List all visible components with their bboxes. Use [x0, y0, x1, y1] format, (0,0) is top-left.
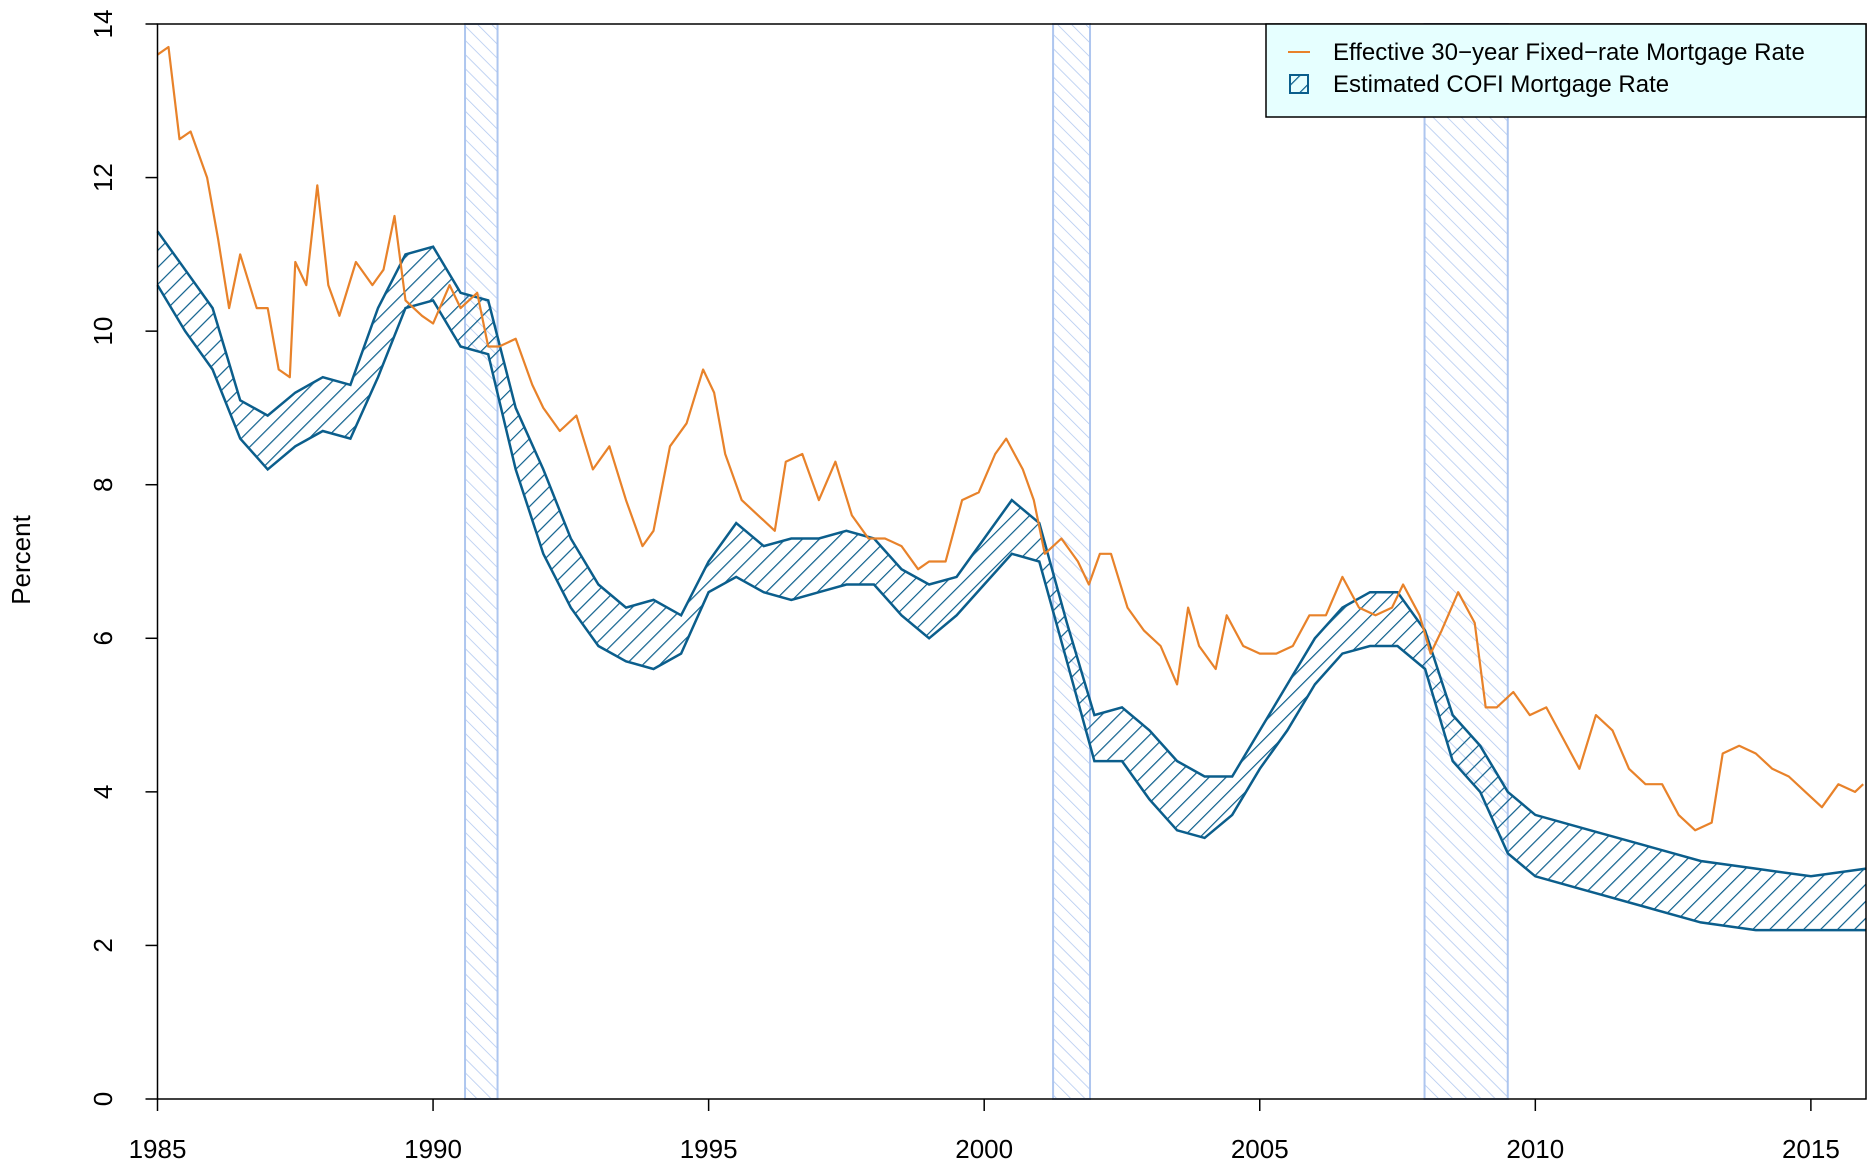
- y-tick-label: 8: [88, 477, 118, 491]
- y-tick-label: 6: [88, 631, 118, 645]
- y-tick-label: 14: [88, 10, 118, 39]
- legend-swatch: [1289, 74, 1309, 94]
- x-tick-label: 2015: [1782, 1134, 1840, 1164]
- y-tick-label: 4: [88, 785, 118, 799]
- x-tick-label: 2005: [1231, 1134, 1289, 1164]
- legend-box: [1265, 23, 1867, 118]
- recession-band: [464, 23, 499, 1100]
- y-tick-label: 2: [88, 938, 118, 952]
- x-tick-label: 2000: [955, 1134, 1013, 1164]
- x-tick-label: 2010: [1506, 1134, 1564, 1164]
- x-tick-label: 1990: [404, 1134, 462, 1164]
- y-tick-label: 10: [88, 317, 118, 346]
- recession-band: [1052, 23, 1092, 1100]
- legend-label: Estimated COFI Mortgage Rate: [1333, 71, 1669, 98]
- recession-band: [1423, 23, 1509, 1100]
- line: [156, 45, 1864, 832]
- band-area: [157, 231, 1866, 931]
- x-tick-label: 1985: [129, 1134, 187, 1164]
- band-lower: [156, 284, 1866, 932]
- plot-frame: [156, 23, 1867, 1100]
- x-tick-label: 1995: [680, 1134, 738, 1164]
- band-upper: [156, 230, 1867, 878]
- y-tick-label: 12: [88, 163, 118, 192]
- y-tick-label: 0: [88, 1092, 118, 1106]
- legend-label: Effective 30−year Fixed−rate Mortgage Ra…: [1333, 39, 1805, 66]
- y-axis-label: Percent: [6, 514, 36, 604]
